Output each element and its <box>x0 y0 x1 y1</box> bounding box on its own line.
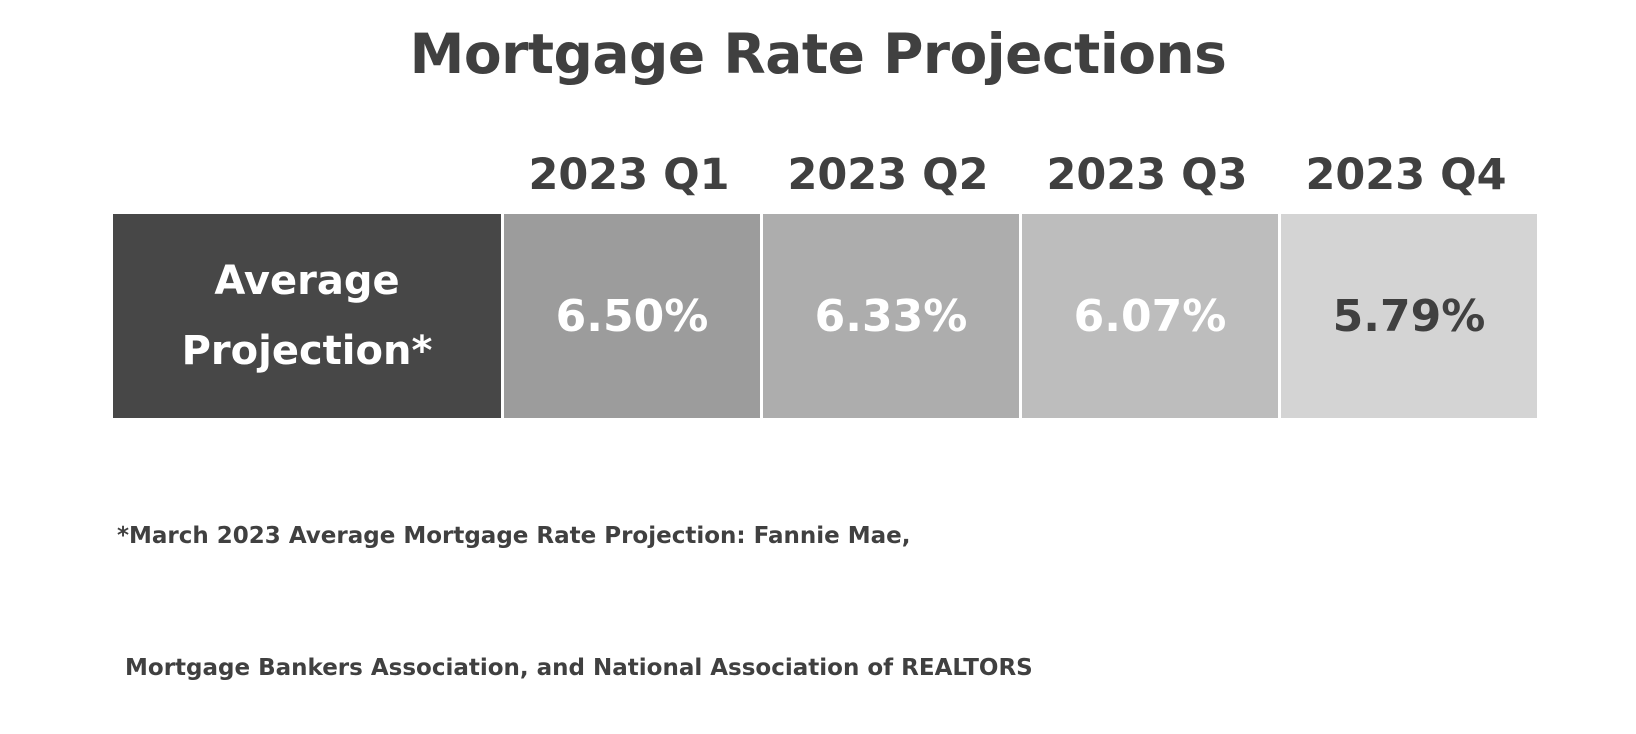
value-label-q4: 5.79% <box>1332 290 1486 342</box>
row-header-average-projection: Average Projection* <box>113 214 501 418</box>
value-cell-q2: 6.33% <box>763 214 1019 418</box>
footnote-line1: *March 2023 Average Mortgage Rate Projec… <box>117 523 911 549</box>
chart-title: Mortgage Rate Projections <box>409 22 1227 86</box>
column-header-q4: 2023 Q4 <box>1305 150 1507 200</box>
column-header-q3: 2023 Q3 <box>1046 150 1248 200</box>
row-header-line2: Projection* <box>181 328 433 374</box>
value-cell-q3: 6.07% <box>1022 214 1278 418</box>
value-label-q3: 6.07% <box>1073 290 1227 342</box>
value-cell-q4: 5.79% <box>1281 214 1537 418</box>
value-label-q1: 6.50% <box>555 290 709 342</box>
value-label-q2: 6.33% <box>814 290 968 342</box>
footnote-line2: Mortgage Bankers Association, and Nation… <box>117 655 1033 681</box>
column-header-q1: 2023 Q1 <box>528 150 730 200</box>
column-header-q2: 2023 Q2 <box>787 150 989 200</box>
value-cell-q1: 6.50% <box>504 214 760 418</box>
source-footnote: *March 2023 Average Mortgage Rate Projec… <box>117 426 1033 734</box>
row-header-line1: Average <box>214 258 400 304</box>
